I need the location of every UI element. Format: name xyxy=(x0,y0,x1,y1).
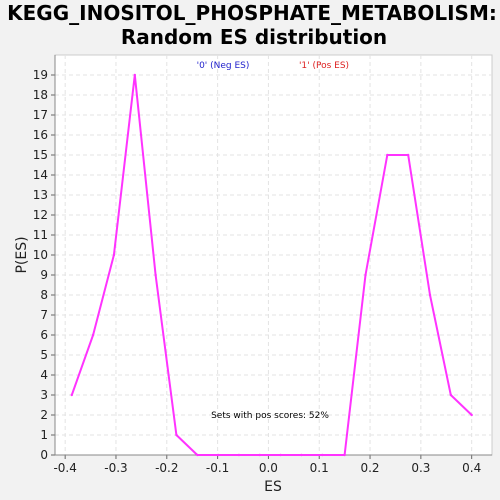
y-tick-label: 18 xyxy=(33,88,48,102)
data-point xyxy=(133,73,136,77)
data-point xyxy=(279,453,282,457)
data-point xyxy=(91,333,95,337)
x-tick-label: 0.3 xyxy=(411,461,430,475)
data-point xyxy=(343,453,346,457)
grid xyxy=(55,55,492,456)
x-tick-label: 0.2 xyxy=(360,461,379,475)
x-tick-label: 0.4 xyxy=(462,461,481,475)
data-point xyxy=(386,153,389,157)
y-tick-label: 10 xyxy=(33,248,48,262)
data-point xyxy=(175,433,178,437)
y-tick-label: 1 xyxy=(40,428,48,442)
y-tick-label: 19 xyxy=(33,68,48,82)
data-point xyxy=(449,393,453,397)
data-point xyxy=(406,153,410,157)
y-tick-label: 17 xyxy=(33,108,48,122)
data-point xyxy=(321,453,324,457)
data-point xyxy=(300,453,303,457)
y-tick-label: 8 xyxy=(40,288,48,302)
data-point xyxy=(196,453,199,457)
data-point xyxy=(470,413,473,417)
data-point xyxy=(216,453,220,457)
y-tick-label: 6 xyxy=(40,328,48,342)
y-tick-label: 13 xyxy=(33,188,48,202)
chart-title-line-1: KEGG_INOSITOL_PHOSPHATE_METABOLISM: xyxy=(7,1,497,25)
x-tick-label: -0.1 xyxy=(206,461,229,475)
x-tick-label: 0.0 xyxy=(259,461,278,475)
legend-neg: '0' (Neg ES) xyxy=(197,61,250,71)
pos-score-note: Sets with pos scores: 52% xyxy=(211,411,329,421)
y-tick-label: 0 xyxy=(40,448,48,462)
chart-title-line-2: Random ES distribution xyxy=(121,25,387,49)
data-point xyxy=(154,273,157,277)
x-tick-label: -0.3 xyxy=(104,461,127,475)
data-point xyxy=(70,393,73,397)
y-tick-label: 2 xyxy=(40,408,48,422)
y-tick-label: 7 xyxy=(40,308,48,322)
y-tick-label: 16 xyxy=(33,128,48,142)
y-tick-label: 3 xyxy=(40,388,48,402)
y-tick-label: 5 xyxy=(40,348,48,362)
y-axis-title: P(ES) xyxy=(14,236,30,273)
legend-pos: '1' (Pos ES) xyxy=(299,61,349,71)
x-axis-title: ES xyxy=(264,479,282,495)
x-tick-label: -0.2 xyxy=(155,461,178,475)
data-point xyxy=(237,453,241,457)
x-tick-label: 0.1 xyxy=(310,461,329,475)
series-layer xyxy=(70,73,473,457)
data-point xyxy=(428,293,432,297)
series-line xyxy=(70,74,473,456)
x-tick-label: -0.4 xyxy=(53,461,76,475)
y-tick-label: 11 xyxy=(33,228,48,242)
y-tick-label: 9 xyxy=(40,268,48,282)
y-tick-label: 4 xyxy=(40,368,48,382)
y-tick-label: 14 xyxy=(33,168,48,182)
y-tick-label: 12 xyxy=(33,208,48,222)
y-tick-label: 15 xyxy=(33,148,48,162)
data-point xyxy=(112,253,116,257)
data-point xyxy=(258,453,261,457)
data-point xyxy=(364,273,367,277)
